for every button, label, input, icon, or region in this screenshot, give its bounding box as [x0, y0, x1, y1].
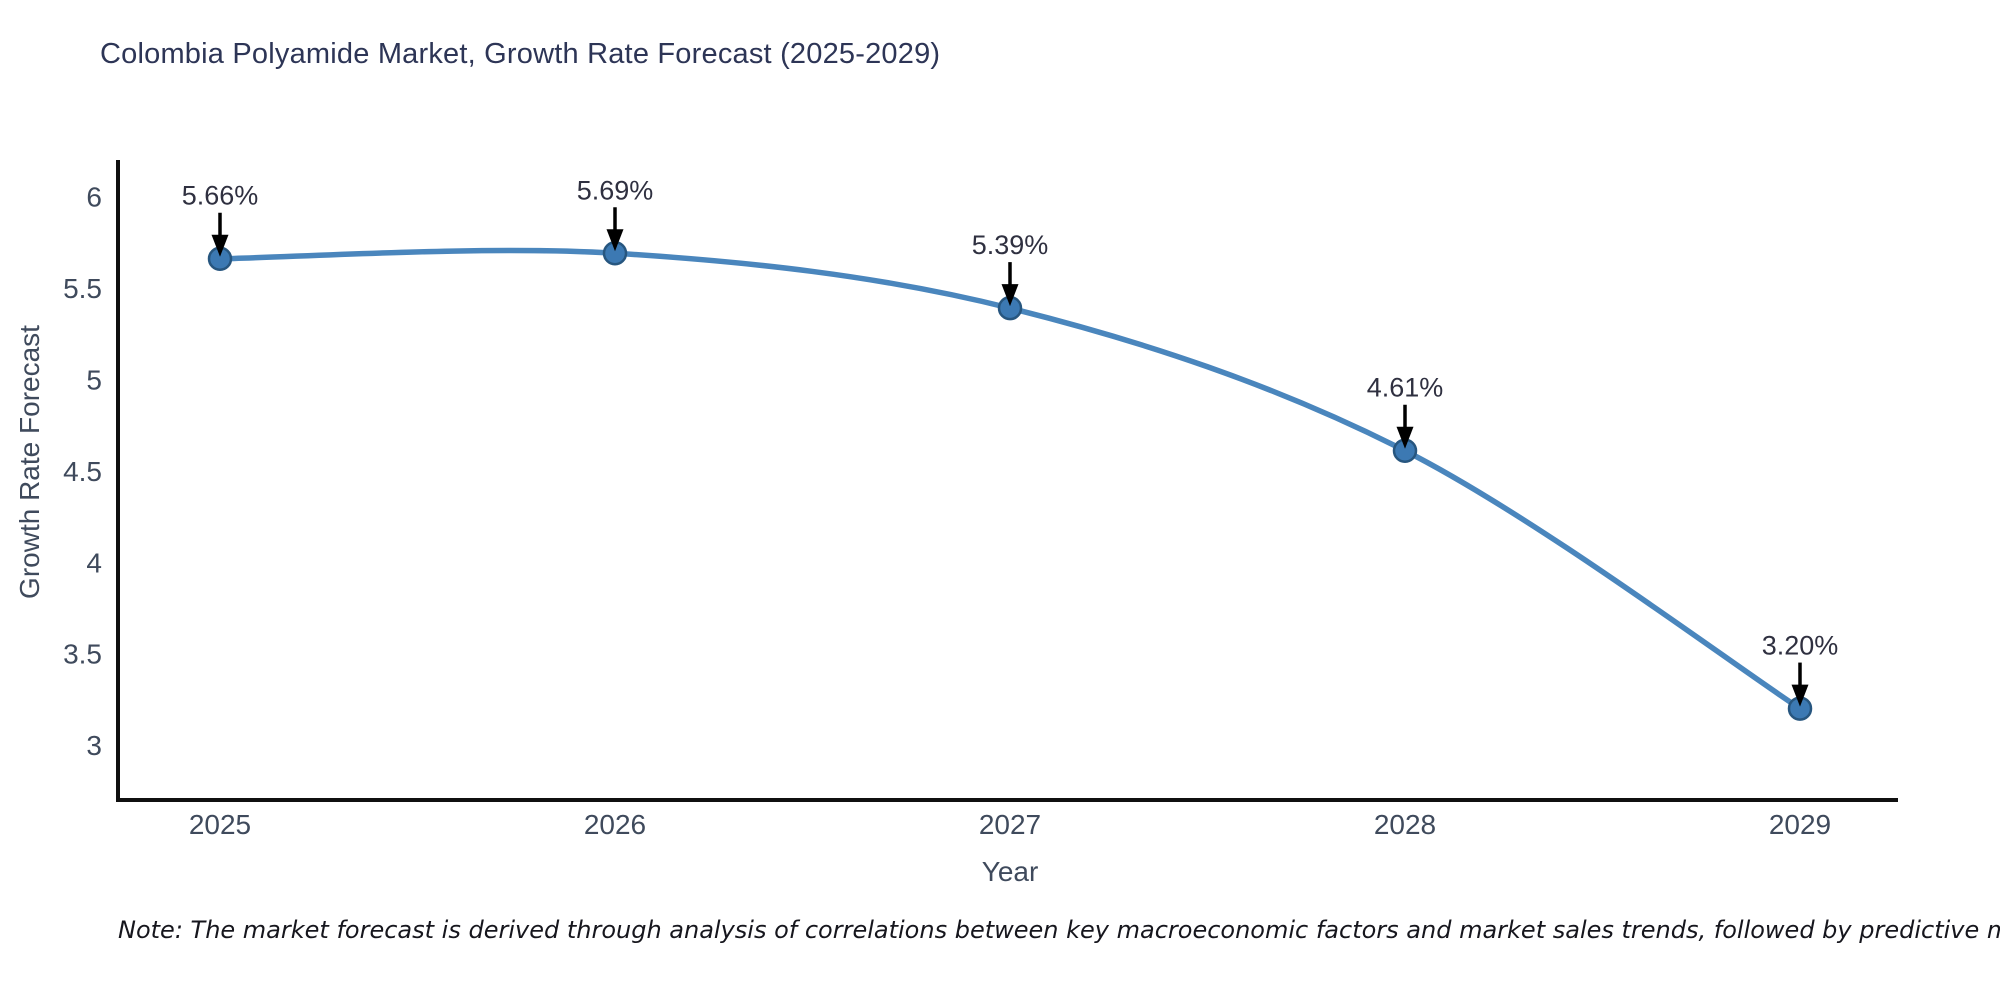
y-tick-label: 5	[86, 364, 102, 395]
x-tick-label: 2029	[1769, 809, 1831, 840]
annotation-arrowhead	[1396, 426, 1414, 449]
x-tick-label: 2025	[189, 809, 251, 840]
y-tick-label: 3.5	[63, 639, 102, 670]
y-tick-label: 5.5	[63, 273, 102, 304]
x-tick-label: 2026	[584, 809, 646, 840]
annotation-label: 3.20%	[1762, 631, 1839, 661]
y-tick-label: 3	[86, 730, 102, 761]
x-tick-label: 2027	[979, 809, 1041, 840]
annotation-arrowhead	[211, 234, 229, 257]
annotation-label: 5.69%	[577, 175, 654, 205]
footnote: Note: The market forecast is derived thr…	[118, 916, 2000, 944]
y-tick-label: 6	[86, 182, 102, 213]
y-tick-label: 4	[86, 547, 102, 578]
annotation-label: 5.39%	[972, 230, 1049, 260]
annotation-label: 5.66%	[182, 181, 259, 211]
chart-title: Colombia Polyamide Market, Growth Rate F…	[100, 38, 941, 70]
line-chart: 3 3.5 4 4.5 5 5.5 6 2025 2026 2027 2028 2029 5.66% 5.…	[63, 160, 1898, 840]
annotation-arrowhead	[1001, 284, 1019, 307]
annotation-label: 4.61%	[1367, 373, 1444, 403]
annotation-arrowhead	[1791, 684, 1809, 707]
y-tick-label: 4.5	[63, 456, 102, 487]
x-axis-title: Year	[981, 856, 1039, 887]
annotation-arrowhead	[606, 229, 624, 252]
axis-spine	[116, 160, 1898, 802]
x-tick-label: 2028	[1374, 809, 1436, 840]
